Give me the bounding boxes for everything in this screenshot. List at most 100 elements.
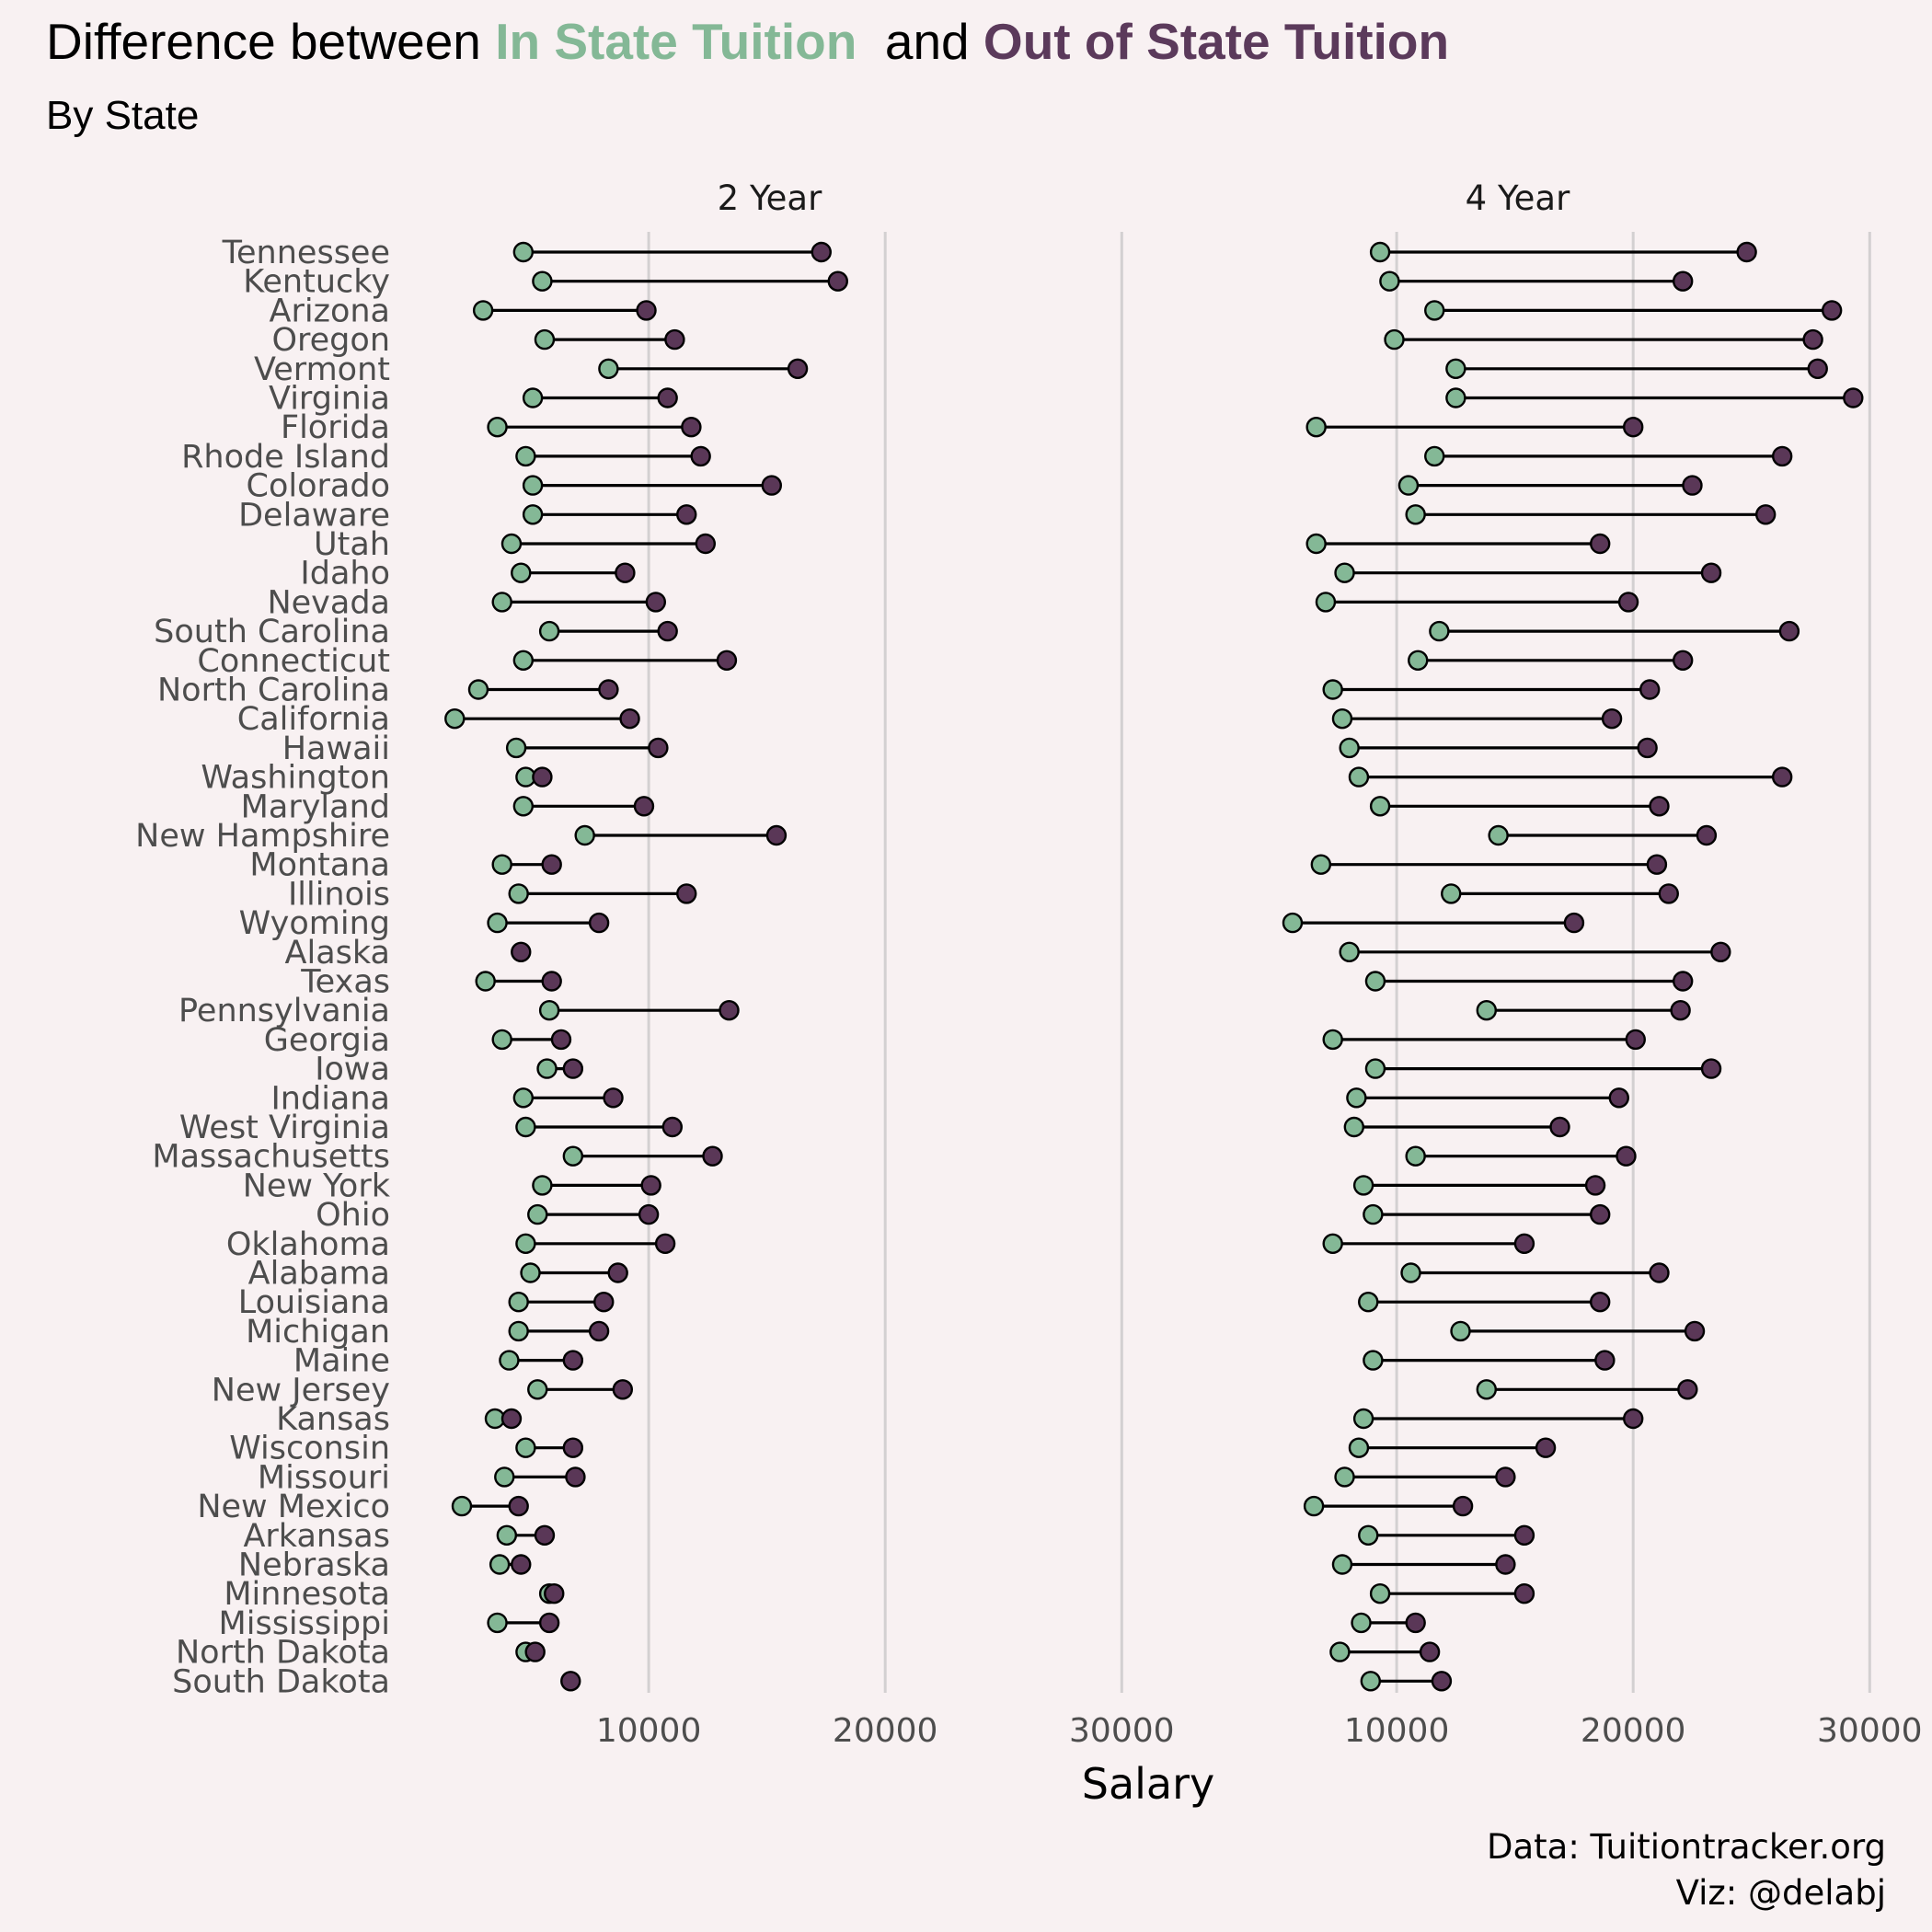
in-state-point-2-year-california bbox=[444, 708, 466, 730]
out-state-point-4-year-arizona bbox=[1821, 300, 1843, 321]
y-tick-label-ohio: Ohio bbox=[316, 1197, 390, 1234]
y-tick-label-oregon: Oregon bbox=[271, 322, 390, 359]
out-state-point-2-year-louisiana bbox=[593, 1291, 615, 1313]
y-tick-label-kansas: Kansas bbox=[276, 1401, 390, 1438]
in-state-point-2-year-new-mexico bbox=[451, 1495, 473, 1517]
in-state-point-4-year-indiana bbox=[1346, 1087, 1367, 1109]
y-tick-label-alaska: Alaska bbox=[285, 935, 390, 972]
out-state-point-4-year-louisiana bbox=[1590, 1291, 1611, 1313]
y-tick-label-wisconsin: Wisconsin bbox=[229, 1431, 390, 1467]
y-tick-label-california: California bbox=[237, 701, 390, 738]
in-state-point-4-year-arizona bbox=[1424, 300, 1445, 321]
out-state-point-2-year-virginia bbox=[657, 387, 678, 408]
panel-4-year: 4 Year 10000 20000 30000 bbox=[1282, 178, 1923, 1750]
out-state-point-4-year-minnesota bbox=[1513, 1582, 1535, 1604]
in-state-point-4-year-texas bbox=[1364, 971, 1386, 992]
out-state-point-2-year-missouri bbox=[565, 1466, 586, 1488]
out-state-point-4-year-mississippi bbox=[1405, 1612, 1426, 1634]
y-tick-label-south-carolina: South Carolina bbox=[154, 614, 390, 650]
in-state-point-4-year-tennessee bbox=[1369, 241, 1391, 263]
in-state-point-2-year-iowa bbox=[536, 1058, 558, 1079]
out-state-point-4-year-montana bbox=[1646, 854, 1668, 875]
out-state-point-2-year-arizona bbox=[636, 300, 657, 321]
y-tick-label-alabama: Alabama bbox=[248, 1256, 390, 1293]
y-tick-label-michigan: Michigan bbox=[246, 1314, 390, 1351]
chart-subtitle: By State bbox=[46, 93, 199, 138]
out-state-point-2-year-wisconsin bbox=[562, 1437, 584, 1458]
x-tick-label-4-year-10000: 10000 bbox=[1344, 1712, 1450, 1750]
y-tick-label-virginia: Virginia bbox=[269, 381, 390, 418]
y-axis-labels: TennesseeKentuckyArizonaOregonVermontVir… bbox=[135, 235, 391, 1700]
y-tick-label-rhode-island: Rhode Island bbox=[181, 439, 390, 476]
in-state-point-2-year-arizona bbox=[472, 300, 494, 321]
in-state-point-4-year-missouri bbox=[1334, 1466, 1355, 1488]
out-state-point-2-year-nevada bbox=[645, 592, 667, 613]
in-state-point-4-year-new-jersey bbox=[1476, 1379, 1497, 1400]
in-state-point-4-year-hawaii bbox=[1339, 737, 1360, 759]
out-state-point-2-year-indiana bbox=[603, 1087, 624, 1109]
in-state-point-4-year-idaho bbox=[1334, 562, 1355, 583]
out-state-point-4-year-colorado bbox=[1682, 475, 1703, 496]
y-tick-label-missouri: Missouri bbox=[258, 1459, 390, 1496]
out-state-point-4-year-kansas bbox=[1622, 1408, 1644, 1430]
in-state-point-2-year-wisconsin bbox=[515, 1437, 536, 1458]
out-state-point-4-year-ohio bbox=[1590, 1203, 1611, 1225]
out-state-point-2-year-kansas bbox=[500, 1408, 523, 1430]
in-state-point-4-year-delaware bbox=[1405, 504, 1426, 525]
out-state-point-4-year-michigan bbox=[1684, 1320, 1706, 1342]
in-state-point-4-year-washington bbox=[1348, 766, 1370, 788]
in-state-point-4-year-arkansas bbox=[1358, 1524, 1379, 1547]
in-state-point-2-year-montana bbox=[491, 854, 512, 875]
panel-title-2-year: 2 Year bbox=[718, 178, 822, 218]
in-state-point-2-year-nebraska bbox=[489, 1554, 511, 1575]
in-state-point-4-year-new-mexico bbox=[1303, 1495, 1325, 1517]
in-state-point-2-year-idaho bbox=[511, 562, 532, 583]
in-state-point-4-year-mississippi bbox=[1351, 1612, 1372, 1634]
in-state-point-4-year-ohio bbox=[1363, 1203, 1384, 1225]
in-state-point-4-year-south-carolina bbox=[1429, 620, 1450, 642]
y-tick-label-north-carolina: North Carolina bbox=[157, 673, 390, 709]
out-state-point-2-year-florida bbox=[681, 417, 702, 438]
in-state-point-4-year-minnesota bbox=[1369, 1582, 1391, 1604]
in-state-point-2-year-maryland bbox=[512, 796, 535, 817]
out-state-point-2-year-utah bbox=[695, 533, 717, 555]
caption-viz: Viz: @delabj bbox=[1676, 1873, 1886, 1913]
y-tick-label-indiana: Indiana bbox=[270, 1080, 390, 1117]
title-prefix: Difference between bbox=[46, 13, 495, 70]
out-state-point-2-year-kentucky bbox=[827, 270, 848, 292]
x-tick-label-4-year-30000: 30000 bbox=[1817, 1712, 1923, 1750]
y-tick-label-georgia: Georgia bbox=[264, 1022, 390, 1059]
out-state-point-2-year-oregon bbox=[664, 328, 685, 351]
in-state-point-2-year-tennessee bbox=[512, 241, 535, 263]
y-tick-label-arizona: Arizona bbox=[270, 293, 390, 329]
y-tick-label-mississippi: Mississippi bbox=[219, 1605, 390, 1642]
in-state-point-4-year-rhode-island bbox=[1424, 445, 1445, 467]
out-state-point-2-year-hawaii bbox=[648, 737, 669, 759]
out-state-point-2-year-washington bbox=[532, 766, 553, 788]
in-state-point-2-year-new-hampshire bbox=[574, 824, 595, 846]
out-state-point-2-year-idaho bbox=[615, 562, 636, 583]
y-tick-label-tennessee: Tennessee bbox=[222, 235, 390, 271]
caption-data: Data: Tuitiontracker.org bbox=[1487, 1827, 1886, 1867]
out-state-point-4-year-nevada bbox=[1617, 592, 1639, 613]
in-state-point-4-year-vermont bbox=[1445, 358, 1466, 379]
in-state-point-4-year-maine bbox=[1363, 1350, 1384, 1371]
in-state-point-2-year-pennsylvania bbox=[538, 999, 560, 1021]
out-state-point-2-year-maine bbox=[562, 1350, 584, 1371]
y-tick-label-iowa: Iowa bbox=[315, 1052, 390, 1088]
out-state-point-4-year-new-york bbox=[1584, 1175, 1606, 1196]
y-tick-label-new-mexico: New Mexico bbox=[197, 1489, 390, 1525]
out-state-point-4-year-south-dakota bbox=[1431, 1671, 1453, 1692]
out-state-point-4-year-oklahoma bbox=[1513, 1233, 1535, 1255]
y-tick-label-maine: Maine bbox=[293, 1343, 390, 1380]
in-state-point-2-year-south-carolina bbox=[538, 620, 560, 642]
out-state-point-2-year-rhode-island bbox=[690, 445, 711, 467]
in-state-point-2-year-connecticut bbox=[512, 650, 535, 671]
out-state-point-2-year-pennsylvania bbox=[719, 999, 740, 1021]
in-state-point-4-year-connecticut bbox=[1408, 650, 1429, 671]
out-state-point-4-year-iowa bbox=[1700, 1058, 1722, 1079]
y-tick-label-nebraska: Nebraska bbox=[238, 1547, 390, 1584]
y-tick-label-arkansas: Arkansas bbox=[243, 1518, 390, 1555]
out-state-point-2-year-maryland bbox=[633, 796, 655, 817]
